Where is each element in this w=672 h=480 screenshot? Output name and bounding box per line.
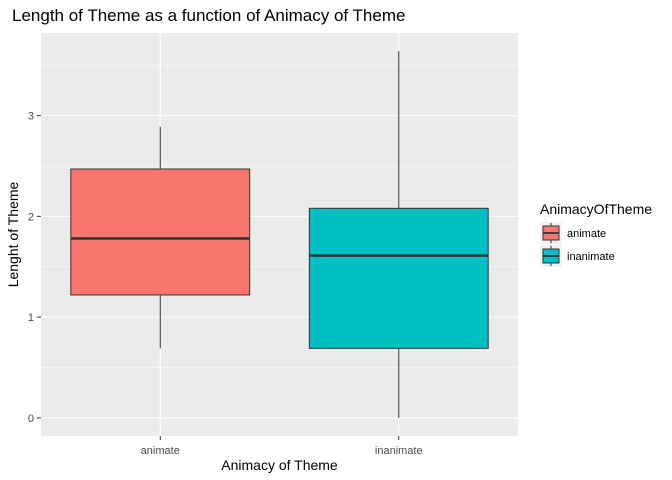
x-tick-label: inanimate [375, 445, 423, 457]
legend-key-animate: animate [540, 222, 606, 244]
box-body [70, 168, 251, 296]
legend-key-inanimate: inanimate [540, 245, 615, 267]
box-body [308, 207, 489, 349]
y-tick-label: 1 [28, 312, 34, 324]
legend-label: inanimate [567, 251, 615, 263]
chart-title: Length of Theme as a function of Animacy… [12, 6, 405, 25]
legend: AnimacyOfTheme animate inanimate [540, 201, 652, 267]
box-inanimate [308, 51, 489, 418]
y-axis: 0 1 2 3 [28, 111, 41, 425]
x-axis-title: Animacy of Theme [221, 457, 338, 473]
y-axis-title: Lenght of Theme [5, 181, 21, 287]
x-axis: animate inanimate [141, 436, 423, 457]
y-tick-label: 3 [28, 111, 34, 123]
legend-keys: animate inanimate [540, 222, 615, 267]
box-animate [70, 126, 251, 349]
legend-title: AnimacyOfTheme [540, 201, 652, 217]
y-tick-label: 0 [28, 413, 34, 425]
y-tick-label: 2 [28, 211, 34, 223]
legend-label: animate [567, 228, 606, 240]
boxes [70, 51, 489, 418]
x-tick-label: animate [141, 445, 180, 457]
